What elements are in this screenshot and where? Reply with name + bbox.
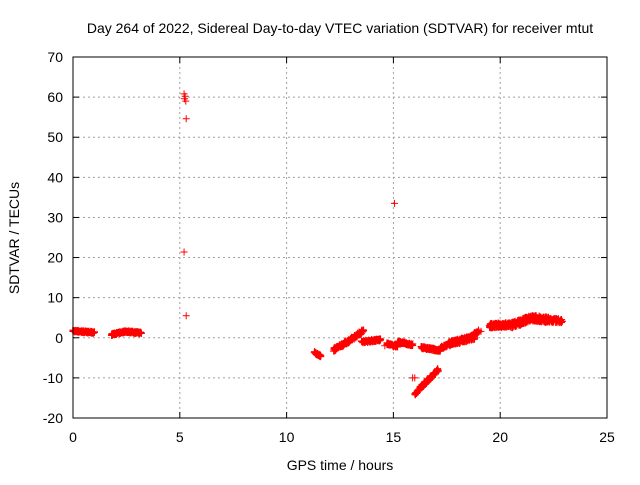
data-point [381,342,389,350]
y-tick-label: 40 [47,169,63,185]
x-tick-label: 5 [176,429,184,445]
data-point [389,343,397,351]
data-point [182,97,190,105]
y-tick-label: -20 [43,410,63,426]
data-point [91,328,99,336]
x-tick-label: 20 [492,429,508,445]
y-tick-label: 50 [47,129,63,145]
data-point [477,327,485,335]
data-point [182,115,190,123]
y-tick-label: 10 [47,290,63,306]
data-point [558,317,566,325]
data-point [317,352,325,360]
data-point [137,329,145,337]
x-tick-label: 15 [386,429,402,445]
data-point [409,340,417,348]
y-tick-label: 20 [47,250,63,266]
y-axis-label: SDTVAR / TECUs [6,182,22,294]
plot-frame [72,56,608,419]
data-point [182,312,190,320]
x-tick-label: 25 [599,429,615,445]
y-tick-label: 70 [47,49,63,65]
y-tick-label: 30 [47,209,63,225]
data-point [390,199,398,207]
ticks-layer: 0 5 10 15 20 25 -20 -10 0 10 20 30 40 50 60 70 [43,49,615,445]
data-point [411,374,419,382]
data-point [376,336,384,344]
chart-title: Day 264 of 2022, Sidereal Day-to-day VTE… [87,20,593,36]
data-point [434,366,442,374]
grid-layer [73,57,607,418]
x-axis-label: GPS time / hours [287,457,394,473]
y-tick-label: 0 [55,330,63,346]
x-tick-label: 0 [69,429,77,445]
y-tick-label: -10 [43,370,63,386]
y-tick-label: 60 [47,89,63,105]
data-point [359,327,367,335]
points-layer [69,90,566,399]
data-point [180,248,188,256]
x-tick-label: 10 [279,429,295,445]
